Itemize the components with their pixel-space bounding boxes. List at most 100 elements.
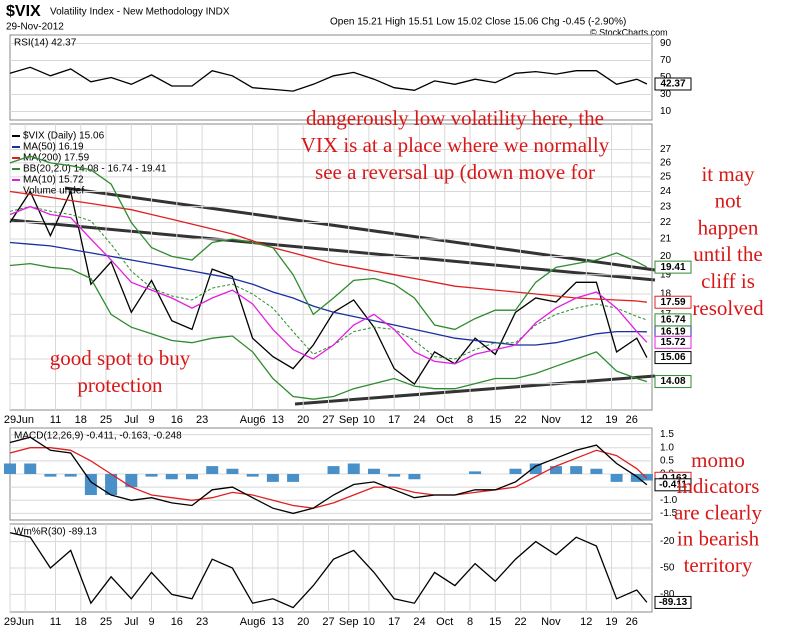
x-tick-label: 18 — [75, 616, 87, 628]
y-tick-label: 24 — [660, 186, 672, 197]
value-label: 42.37 — [660, 79, 685, 90]
histogram-bar — [549, 466, 562, 474]
x-tick-label: 20 — [297, 616, 309, 628]
panel-title: RSI(14) 42.37 — [14, 38, 77, 49]
value-box — [654, 595, 692, 609]
series-line — [9, 241, 647, 346]
x-tick-label: 22 — [514, 616, 526, 628]
x-tick-label: 11 — [50, 414, 61, 426]
histogram-bar — [266, 474, 279, 482]
series-line — [9, 436, 648, 515]
value-label: -0.411 — [659, 479, 687, 490]
x-tick-label: 29 — [4, 414, 16, 426]
value-box — [654, 313, 692, 327]
legend-entry: MA(50) 16.19 — [23, 142, 84, 153]
date: 29-Nov-2012 — [6, 22, 64, 33]
value-label: 19.41 — [660, 262, 685, 273]
legend-entry: Volume undef — [23, 186, 84, 197]
x-tick-label: Jul — [124, 616, 138, 628]
annotation: VIX is at a place where we normally — [301, 133, 610, 157]
symbol: $VIX — [6, 3, 41, 20]
histogram-bar — [226, 468, 239, 474]
x-tick-label: Nov — [541, 616, 561, 628]
histogram-bar — [206, 466, 219, 474]
value-label: 15.06 — [660, 352, 685, 363]
histogram-bar — [367, 468, 380, 474]
x-tick-label: 18 — [75, 414, 87, 426]
series-line — [9, 447, 648, 509]
histogram-bar — [287, 474, 300, 482]
legend-entry: MA(10) 15.72 — [23, 175, 84, 186]
histogram-bar — [185, 474, 198, 480]
trendline — [9, 218, 656, 282]
y-tick-label: -80 — [660, 589, 675, 600]
panel-title: Wm%R(30) -89.13 — [14, 527, 97, 538]
value-box — [654, 260, 692, 274]
x-tick-label: Sep — [339, 414, 359, 426]
annotation: cliff is — [701, 269, 755, 293]
value-label: -89.13 — [659, 597, 688, 608]
x-tick-label: Oct — [436, 616, 453, 628]
x-tick-label: 17 — [388, 616, 400, 628]
series-line — [9, 262, 648, 400]
histogram-bar — [469, 471, 482, 474]
x-tick-label: 10 — [363, 414, 375, 426]
annotation: not — [715, 189, 742, 213]
x-tick-label: 27 — [322, 616, 334, 628]
legend-entry: MA(200) 17.59 — [23, 153, 90, 164]
panel-title: MACD(12,26,9) -0.411, -0.163, -0.248 — [14, 431, 182, 442]
x-tick-label: 26 — [626, 616, 638, 628]
y-tick-label: 10 — [660, 106, 672, 117]
series-line — [9, 205, 648, 365]
x-tick-label: 16 — [171, 414, 183, 426]
value-label: 14.08 — [660, 376, 685, 387]
x-tick-label: 24 — [413, 616, 425, 628]
x-tick-label: 20 — [297, 414, 309, 426]
quote: Open 15.21 High 15.51 Low 15.02 Close 15… — [330, 17, 626, 28]
credit: © StockCharts.com — [590, 27, 668, 37]
histogram-bar — [105, 474, 118, 496]
instrument-name: Volatility Index - New Methodology INDX — [50, 7, 230, 18]
legend-entry: BB(20,2.0) 14.08 - 16.74 - 19.41 — [23, 164, 167, 175]
value-box — [654, 351, 692, 365]
y-tick-label: 18 — [660, 289, 672, 300]
x-tick-label: 19 — [605, 414, 617, 426]
y-tick-label: 27 — [660, 144, 672, 155]
value-box — [654, 77, 692, 91]
annotation: in bearish — [677, 527, 760, 551]
x-tick-label: Nov — [541, 414, 561, 426]
y-tick-label: 20 — [660, 251, 672, 262]
y-tick-label: 30 — [660, 89, 672, 100]
histogram-bar — [165, 474, 178, 480]
y-tick-label: 70 — [660, 55, 672, 66]
histogram-bar — [408, 474, 421, 480]
x-tick-label: Oct — [436, 414, 453, 426]
y-tick-label: 19 — [660, 269, 672, 280]
y-tick-label: -1.5 — [660, 508, 678, 519]
annotation: happen — [698, 215, 759, 239]
x-tick-label: 17 — [388, 414, 400, 426]
value-label: 16.74 — [660, 315, 685, 326]
y-tick-label: 90 — [660, 38, 672, 49]
y-tick-label: 1.0 — [660, 442, 674, 453]
value-label: 15.72 — [660, 337, 685, 348]
x-tick-label: 25 — [100, 616, 112, 628]
x-tick-label: 8 — [467, 414, 473, 426]
x-tick-label: 12 — [580, 414, 592, 426]
value-box — [654, 295, 692, 309]
annotation: see a reversal up (down move for — [315, 160, 595, 184]
annotation: are clearly — [674, 500, 763, 524]
x-tick-label: 29 — [4, 616, 16, 628]
y-tick-label: 23 — [660, 201, 672, 212]
histogram-bar — [509, 468, 522, 474]
value-box — [654, 478, 692, 492]
histogram-bar — [388, 474, 401, 477]
histogram-bar — [24, 463, 37, 474]
histogram-bar — [145, 474, 158, 477]
annotation: resolved — [692, 296, 764, 320]
y-tick-label: -1.0 — [660, 495, 678, 506]
histogram-bar — [630, 474, 643, 482]
y-tick-label: -50 — [660, 563, 675, 574]
y-tick-label: 22 — [660, 217, 672, 228]
